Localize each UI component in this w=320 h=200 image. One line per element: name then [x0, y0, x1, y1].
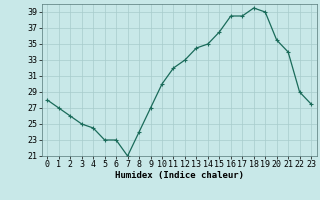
X-axis label: Humidex (Indice chaleur): Humidex (Indice chaleur) [115, 171, 244, 180]
